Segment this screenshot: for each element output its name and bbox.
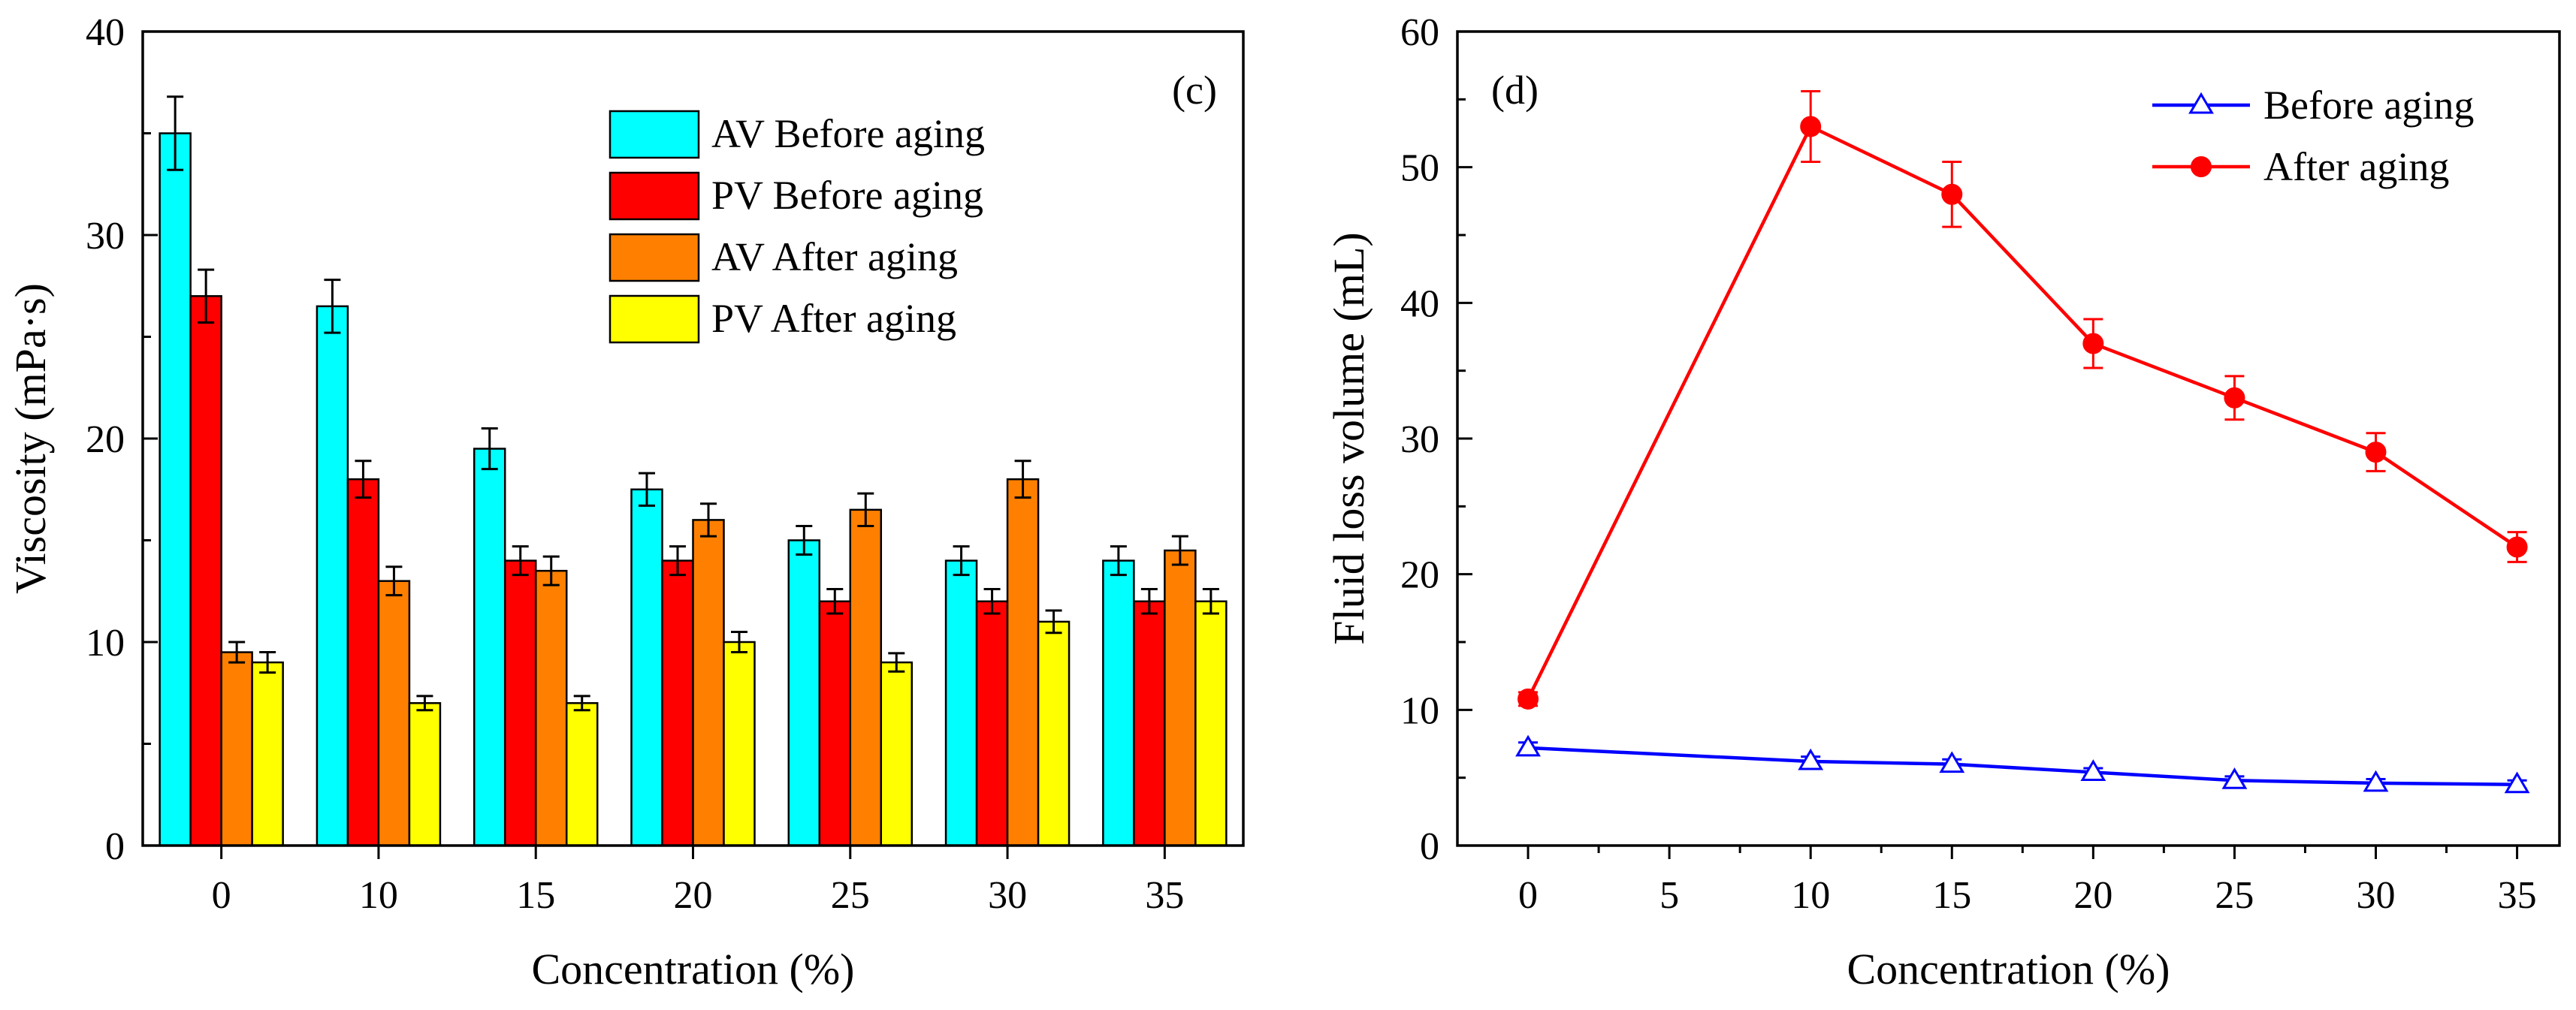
point-before-aging-25 <box>2221 767 2248 789</box>
bar-pv-after-aging-25 <box>880 661 914 847</box>
legend-marker-before-aging <box>2188 92 2214 114</box>
bar-pv-before-aging-0 <box>189 295 222 847</box>
x-tick-label-25: 25 <box>831 874 870 917</box>
bar-pv-after-aging-0 <box>251 661 284 847</box>
legend-swatch-av-before-aging <box>609 110 700 159</box>
x-tick-label-15: 15 <box>516 874 555 917</box>
bar-pv-before-aging-20 <box>661 559 694 847</box>
legend-swatch-pv-before-aging <box>609 171 700 221</box>
bar-pv-after-aging-15 <box>565 702 599 847</box>
panel-label: (c) <box>1172 68 1217 113</box>
y-tick-label-20: 20 <box>1400 554 1439 597</box>
point-before-aging-20 <box>2080 759 2106 781</box>
legend-marker-after-aging <box>2191 156 2212 177</box>
bar-pv-before-aging-15 <box>503 559 537 847</box>
legend-swatch-av-after-aging <box>609 233 700 282</box>
x-tick-label-5: 5 <box>1659 874 1679 917</box>
legend-label-pv-before-aging: PV Before aging <box>711 173 983 218</box>
x-axis-title: Concentration (%) <box>531 945 854 993</box>
x-tick-label-0: 0 <box>212 874 231 917</box>
x-tick-label-35: 35 <box>2498 874 2537 917</box>
x-tick-label-20: 20 <box>674 874 713 917</box>
point-before-aging-30 <box>2363 770 2389 792</box>
x-tick-label-15: 15 <box>1932 874 1971 917</box>
bar-av-before-aging-20 <box>630 488 663 847</box>
point-before-aging-0 <box>1515 734 1541 757</box>
x-tick-label-10: 10 <box>1791 874 1830 917</box>
legend-label-before-aging: Before aging <box>2263 83 2474 128</box>
y-tick-label-40: 40 <box>1400 282 1439 325</box>
y-tick-label-0: 0 <box>105 825 125 868</box>
bar-pv-after-aging-30 <box>1037 620 1071 847</box>
bar-av-after-aging-25 <box>849 508 883 847</box>
point-after-aging-25 <box>2224 387 2245 409</box>
x-tick-label-10: 10 <box>359 874 398 917</box>
point-before-aging-10 <box>1798 748 1824 770</box>
y-axis-title: Fluid loss volume (mL) <box>1324 232 1373 644</box>
y-tick-label-30: 30 <box>86 215 125 258</box>
bar-pv-before-aging-30 <box>975 600 1009 847</box>
point-before-aging-15 <box>1939 751 1965 773</box>
fluid-loss-line-chart: 0 10 20 30 40 50 60 0 5 10 15 20 25 30 35 Concentration… <box>1324 11 2561 993</box>
bar-av-after-aging-30 <box>1006 478 1040 847</box>
bar-av-after-aging-0 <box>220 651 253 847</box>
bar-pv-before-aging-10 <box>346 478 380 847</box>
point-after-aging-30 <box>2365 442 2387 463</box>
panel-label: (d) <box>1491 68 1539 113</box>
y-tick-label-40: 40 <box>86 11 125 54</box>
point-after-aging-15 <box>1941 183 1963 205</box>
bar-av-after-aging-35 <box>1164 549 1197 847</box>
y-tick-label-10: 10 <box>1400 689 1439 732</box>
line-after-aging <box>1527 124 2518 700</box>
bar-av-before-aging-35 <box>1102 559 1135 847</box>
x-tick-label-20: 20 <box>2073 874 2112 917</box>
x-tick-label-25: 25 <box>2215 874 2254 917</box>
legend-label-pv-after-aging: PV After aging <box>711 296 956 341</box>
legend-swatch-pv-after-aging <box>609 294 700 344</box>
y-tick-label-60: 60 <box>1400 11 1439 54</box>
y-tick-label-20: 20 <box>86 418 125 461</box>
bar-pv-before-aging-25 <box>818 600 852 847</box>
bar-pv-after-aging-20 <box>723 641 756 847</box>
x-tick-label-30: 30 <box>988 874 1027 917</box>
bar-av-before-aging-0 <box>159 132 192 847</box>
point-after-aging-0 <box>1518 688 1539 710</box>
y-tick-label-30: 30 <box>1400 418 1439 461</box>
point-after-aging-20 <box>2082 333 2104 354</box>
bar-pv-after-aging-10 <box>408 702 442 847</box>
y-tick-label-0: 0 <box>1420 825 1439 868</box>
x-tick-label-0: 0 <box>1518 874 1538 917</box>
viscosity-bar-chart: 0 10 20 30 40 0 10 15 20 25 30 35 Concentration (%) V… <box>6 11 1245 993</box>
bar-av-after-aging-15 <box>534 569 568 847</box>
bar-av-before-aging-10 <box>316 305 349 847</box>
bar-pv-after-aging-35 <box>1194 600 1228 847</box>
bar-av-before-aging-30 <box>944 559 978 847</box>
x-axis-title: Concentration (%) <box>1847 945 2170 993</box>
legend-label-av-before-aging: AV Before aging <box>711 111 985 156</box>
legend-label-after-aging: After aging <box>2263 144 2449 189</box>
bar-av-after-aging-10 <box>377 580 411 847</box>
x-tick-label-35: 35 <box>1145 874 1184 917</box>
point-before-aging-35 <box>2504 771 2530 794</box>
y-tick-label-10: 10 <box>86 622 125 665</box>
x-tick-label-30: 30 <box>2357 874 2396 917</box>
bar-av-after-aging-20 <box>692 519 725 847</box>
point-after-aging-35 <box>2506 536 2528 558</box>
bar-av-before-aging-25 <box>787 539 821 847</box>
y-axis-title: Viscosity (mPa·s) <box>6 283 55 594</box>
y-tick-label-50: 50 <box>1400 147 1439 190</box>
bar-av-before-aging-15 <box>473 448 506 847</box>
bar-pv-before-aging-35 <box>1133 600 1166 847</box>
legend-label-av-after-aging: AV After aging <box>711 234 958 279</box>
point-after-aging-10 <box>1800 116 1822 137</box>
